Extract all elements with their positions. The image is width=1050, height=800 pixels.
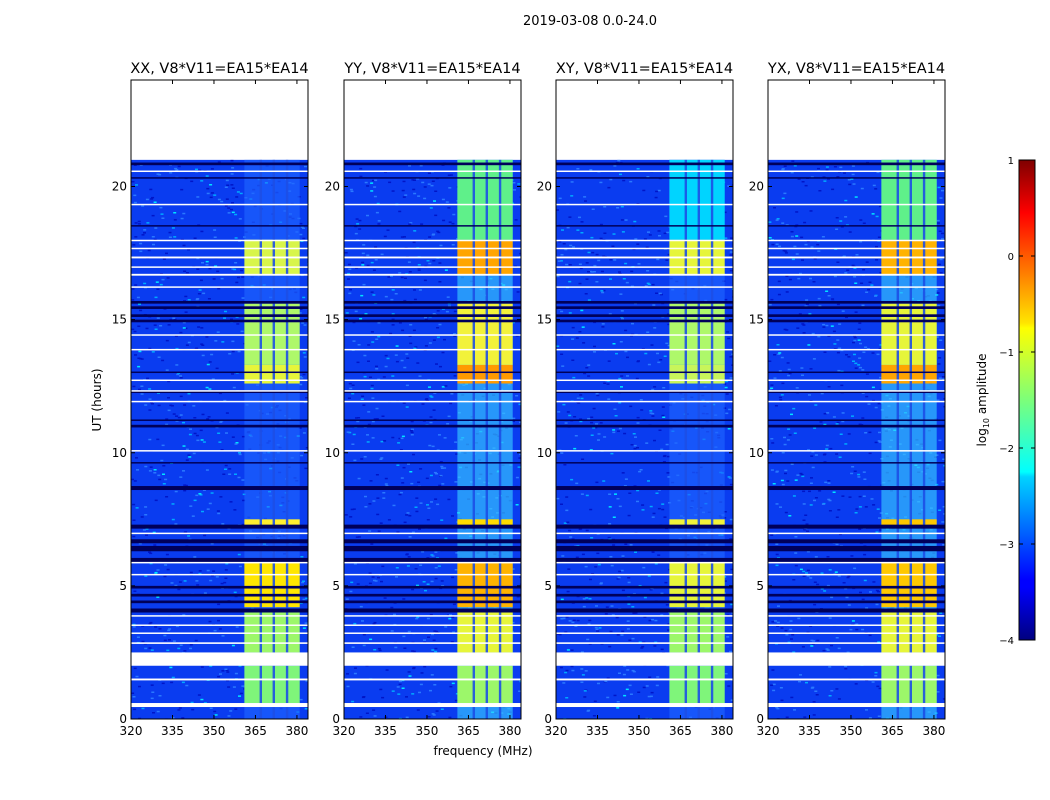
y-tick-label: 10	[325, 446, 340, 460]
flagged-white-gaps	[768, 170, 945, 708]
plot-frame	[555, 79, 734, 720]
colorbar-tick-label: 1	[1008, 156, 1014, 167]
flagged-dark-bands	[556, 162, 733, 613]
y-tick-label: 15	[749, 313, 764, 327]
colorbar-tick-label: −1	[999, 348, 1014, 359]
y-tick-label: 5	[544, 579, 552, 593]
panel-title-xx: XX, V8*V11=EA15*EA14	[130, 61, 308, 77]
panel-xy: XY, V8*V11=EA15*EA14 320 335 350 365 380 0 5 10 1…	[537, 61, 734, 738]
panel-yy: YY, V8*V11=EA15*EA14 320 335 350 365 380 0 5 10 1…	[325, 61, 522, 738]
y-tick-label: 0	[332, 712, 340, 726]
y-tick-label: 10	[537, 446, 552, 460]
flagged-white-gaps	[556, 170, 733, 708]
y-tick-label: 0	[544, 712, 552, 726]
x-tick-label: 380	[922, 724, 945, 738]
x-tick-label: 335	[586, 724, 609, 738]
y-tick-label: 5	[332, 579, 340, 593]
panel-title-yy: YY, V8*V11=EA15*EA14	[343, 61, 520, 77]
plot-frame	[767, 79, 946, 720]
panels-group: XX, V8*V11=EA15*EA14 320 335 350 365 380 0 5 10 1…	[112, 61, 946, 738]
y-tick-label: 20	[537, 180, 552, 194]
panel-title-yx: YX, V8*V11=EA15*EA14	[767, 61, 945, 77]
y-tick-label: 10	[749, 446, 764, 460]
y-tick-label: 20	[749, 180, 764, 194]
x-tick-label: 365	[881, 724, 904, 738]
x-tick-label: 380	[285, 724, 308, 738]
y-tick-label: 5	[756, 579, 764, 593]
flagged-white-gaps	[131, 170, 308, 708]
figure-suptitle: 2019-03-08 0.0-24.0	[523, 14, 657, 29]
flagged-dark-bands	[768, 162, 945, 613]
x-tick-label: 380	[710, 724, 733, 738]
y-tick-label: 15	[537, 313, 552, 327]
channel-gaps	[259, 159, 289, 719]
colorbar-label: log10 amplitude	[975, 354, 991, 447]
x-tick-label: 350	[203, 724, 226, 738]
y-tick-label: 5	[119, 579, 127, 593]
colorbar-gradient	[1018, 159, 1036, 641]
y-tick-label: 0	[119, 712, 127, 726]
colorbar: −4 −3 −2 −1 0 1 log10 amplitude	[975, 156, 1036, 647]
x-tick-label: 350	[628, 724, 651, 738]
x-tick-label: 350	[416, 724, 439, 738]
colorbar-tick-label: 0	[1008, 252, 1014, 263]
y-tick-label: 20	[325, 180, 340, 194]
panel-xx: XX, V8*V11=EA15*EA14 320 335 350 365 380 0 5 10 1…	[112, 61, 309, 738]
x-tick-label: 365	[244, 724, 267, 738]
flagged-white-gaps	[344, 170, 521, 708]
panel-yx: YX, V8*V11=EA15*EA14 320 335 350 365 380 0 5 10 1…	[749, 61, 946, 738]
panel-title-xy: XY, V8*V11=EA15*EA14	[556, 61, 733, 77]
x-tick-label: 320	[757, 724, 780, 738]
y-tick-label: 10	[112, 446, 127, 460]
channel-gaps	[684, 159, 714, 719]
x-tick-label: 335	[374, 724, 397, 738]
x-tick-label: 320	[120, 724, 143, 738]
channel-gaps	[896, 159, 926, 719]
colorbar-tick-label: −2	[999, 444, 1014, 455]
colorbar-tick-label: −3	[999, 540, 1014, 551]
x-tick-label: 380	[498, 724, 521, 738]
y-axis-label: UT (hours)	[90, 368, 104, 431]
x-tick-label: 320	[333, 724, 356, 738]
y-tick-label: 15	[112, 313, 127, 327]
colorbar-tick-label: −4	[999, 636, 1014, 647]
x-tick-label: 365	[669, 724, 692, 738]
y-tick-label: 15	[325, 313, 340, 327]
plot-frame	[130, 79, 309, 720]
channel-gaps	[472, 159, 502, 719]
flagged-dark-bands	[344, 162, 521, 613]
y-tick-label: 0	[756, 712, 764, 726]
plot-frame	[343, 79, 522, 720]
x-tick-label: 335	[161, 724, 184, 738]
y-tick-label: 20	[112, 180, 127, 194]
x-axis-label: frequency (MHz)	[433, 744, 532, 758]
x-tick-label: 335	[798, 724, 821, 738]
x-tick-label: 320	[545, 724, 568, 738]
flagged-dark-bands	[131, 162, 308, 613]
x-tick-label: 350	[840, 724, 863, 738]
x-tick-label: 365	[457, 724, 480, 738]
